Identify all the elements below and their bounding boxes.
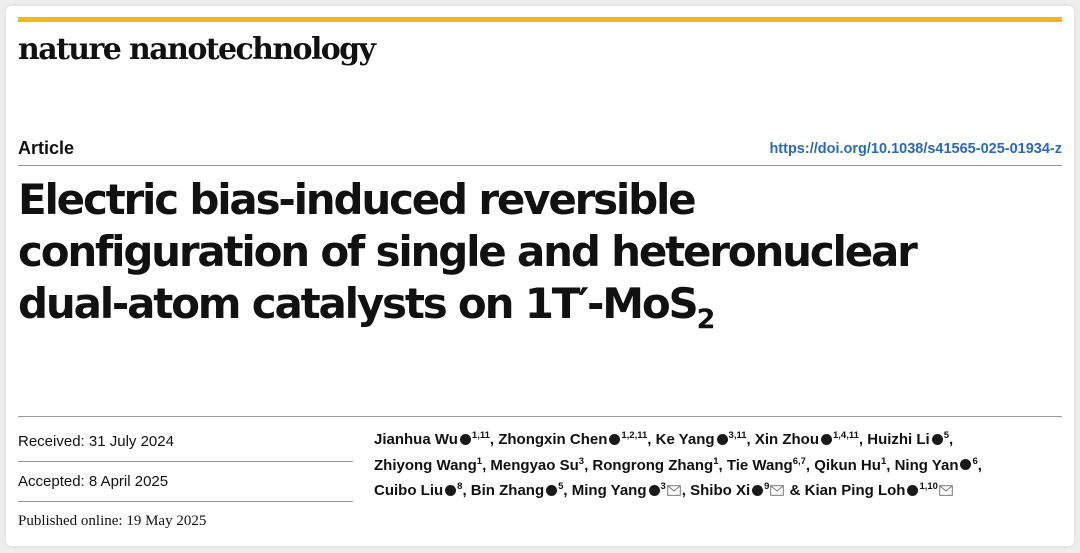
email-icon[interactable] [939,484,953,496]
author: Qikun Hu1 [814,455,887,474]
author: Ming Yang 3 [572,482,682,499]
affiliation-number: 3 [660,481,666,492]
author: Ke Yang 3,11 [656,431,747,448]
author-name[interactable]: Jianhua Wu [374,431,458,448]
title-subscript: 2 [696,304,716,335]
author-separator: , [977,456,982,474]
affiliation-number: 3,11 [728,430,747,441]
affiliation-number: 3 [578,455,585,467]
email-icon[interactable] [770,484,785,496]
affiliation-number: 6,7 [792,455,806,467]
publication-dates: Received: 31 July 2024 Accepted: 8 April… [18,422,353,541]
affiliation-number: 1,11 [471,430,490,441]
author-name[interactable]: Tie Wang [726,456,793,474]
author-separator: & [785,482,805,499]
doi-link[interactable]: https://doi.org/10.1038/s41565-025-01934… [769,141,1062,157]
affiliation-number: 1 [713,455,719,467]
title-line-3: dual-atom catalysts on 1T′-MoS [18,279,699,328]
author-separator: , [584,456,593,474]
affiliation-number: 6 [972,455,978,467]
author-separator: , [462,482,471,499]
article-type: Article [18,138,75,158]
author-name[interactable]: Zhiyong Wang [374,456,477,474]
orcid-icon[interactable] [821,433,832,445]
affiliation-number: 8 [457,481,463,492]
published-date: Published online: 19 May 2025 [18,513,207,529]
orcid-icon[interactable] [960,459,972,471]
orcid-icon[interactable] [907,484,919,496]
author-name[interactable]: Ming Yang [571,482,647,499]
author-separator: , [886,456,895,474]
orcid-icon[interactable] [546,484,558,496]
author-separator: , [858,431,868,448]
author-name[interactable]: Cuibo Liu [374,482,444,499]
author: Mengyao Su3 [490,455,585,474]
author-separator: , [489,431,499,448]
affiliation-number: 1,4,11 [833,430,859,441]
divider [18,416,1062,417]
affiliation-number: 1 [880,455,887,467]
author-name[interactable]: Ke Yang [655,431,715,448]
orcid-icon[interactable] [609,433,621,445]
affiliation-number: 1,10 [919,481,938,492]
orcid-icon[interactable] [752,484,764,496]
author: Zhongxin Chen 1,2,11 [498,431,647,448]
author-name[interactable]: Ning Yan [894,456,959,474]
author-name[interactable]: Xin Zhou [754,431,819,448]
author: Shibo Xi 9 [690,482,785,499]
author-name[interactable]: Kian Ping Loh [804,482,906,499]
author-name[interactable]: Rongrong Zhang [592,456,714,474]
affiliation-number: 5 [943,430,950,441]
article-header: nature nanotechnology Article https://do… [6,6,1074,546]
author: Tie Wang6,7 [726,455,806,474]
orcid-icon[interactable] [648,484,660,496]
author-name[interactable]: Zhongxin Chen [498,431,608,448]
author: Rongrong Zhang1 [592,455,719,474]
author: Huizhi Li 5 [867,431,949,448]
affiliation-number: 9 [764,481,770,492]
author-separator: , [647,431,656,448]
orcid-icon[interactable] [931,433,943,445]
author-separator: , [746,431,755,448]
divider [18,165,1062,166]
author-name[interactable]: Bin Zhang [470,482,545,499]
orcid-icon[interactable] [445,484,457,496]
affiliation-number: 5 [558,481,564,492]
author: Jianhua Wu 1,11 [374,431,490,448]
author-name[interactable]: Qikun Hu [814,456,881,474]
orcid-icon[interactable] [459,433,471,445]
author: Zhiyong Wang1 [374,455,483,474]
author-separator: , [563,482,572,499]
title-line-1: Electric bias-induced reversible [18,175,697,224]
author-separator: , [681,482,691,499]
author-name[interactable]: Mengyao Su [490,456,579,474]
journal-accent-bar [18,17,1062,22]
author: Kian Ping Loh 1,10 [805,482,954,499]
accepted-date: Accepted: 8 April 2025 [18,462,353,502]
article-title: Electric bias-induced reversible configu… [18,174,1062,336]
affiliation-number: 1 [476,455,483,467]
orcid-icon[interactable] [716,433,728,445]
affiliation-number: 1,2,11 [621,430,648,441]
author: Ning Yan 6 [894,455,978,474]
author: Xin Zhou 1,4,11 [755,431,859,448]
author-separator: , [718,456,727,474]
author-separator: , [949,431,954,448]
journal-name[interactable]: nature nanotechnology [18,32,376,67]
received-date: Received: 31 July 2024 [18,422,353,462]
title-line-2: configuration of single and heteronuclea… [18,227,918,276]
author-name[interactable]: Huizhi Li [867,431,930,448]
email-icon[interactable] [666,484,681,496]
author-separator: , [482,456,491,474]
author-list: Jianhua Wu 1,11, Zhongxin Chen 1,2,11, Ke … [374,427,1064,504]
author-name[interactable]: Shibo Xi [690,482,751,499]
author: Bin Zhang 5 [471,482,564,499]
author-separator: , [805,456,815,474]
author: Cuibo Liu 8 [374,482,462,499]
